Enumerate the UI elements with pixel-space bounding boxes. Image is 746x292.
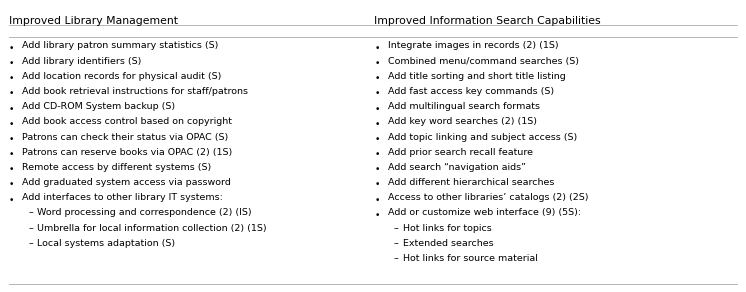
Text: •: •: [9, 105, 14, 114]
Text: •: •: [9, 150, 14, 159]
Text: Add or customize web interface (9) (5S):: Add or customize web interface (9) (5S):: [388, 208, 581, 218]
Text: Improved Library Management: Improved Library Management: [9, 16, 178, 26]
Text: •: •: [9, 74, 14, 83]
Text: Add graduated system access via password: Add graduated system access via password: [22, 178, 231, 187]
Text: •: •: [9, 165, 14, 174]
Text: •: •: [374, 196, 380, 205]
Text: •: •: [374, 89, 380, 98]
Text: •: •: [9, 135, 14, 144]
Text: –: –: [28, 208, 33, 218]
Text: –: –: [28, 239, 33, 248]
Text: Add fast access key commands (S): Add fast access key commands (S): [388, 87, 554, 96]
Text: Add key word searches (2) (1S): Add key word searches (2) (1S): [388, 117, 537, 126]
Text: •: •: [374, 74, 380, 83]
Text: Extended searches: Extended searches: [403, 239, 493, 248]
Text: Add search “navigation aids”: Add search “navigation aids”: [388, 163, 526, 172]
Text: Add prior search recall feature: Add prior search recall feature: [388, 148, 533, 157]
Text: •: •: [374, 120, 380, 129]
Text: Integrate images in records (2) (1S): Integrate images in records (2) (1S): [388, 41, 559, 51]
Text: Add library patron summary statistics (S): Add library patron summary statistics (S…: [22, 41, 219, 51]
Text: •: •: [374, 180, 380, 190]
Text: •: •: [374, 44, 380, 53]
Text: •: •: [9, 59, 14, 68]
Text: Add location records for physical audit (S): Add location records for physical audit …: [22, 72, 222, 81]
Text: –: –: [394, 224, 398, 233]
Text: Add book access control based on copyright: Add book access control based on copyrig…: [22, 117, 233, 126]
Text: Improved Information Search Capabilities: Improved Information Search Capabilities: [374, 16, 601, 26]
Text: Remote access by different systems (S): Remote access by different systems (S): [22, 163, 212, 172]
Text: Add CD-ROM System backup (S): Add CD-ROM System backup (S): [22, 102, 175, 111]
Text: •: •: [9, 196, 14, 205]
Text: •: •: [374, 59, 380, 68]
Text: Patrons can check their status via OPAC (S): Patrons can check their status via OPAC …: [22, 133, 228, 142]
Text: •: •: [374, 211, 380, 220]
Text: Umbrella for local information collection (2) (1S): Umbrella for local information collectio…: [37, 224, 267, 233]
Text: Hot links for source material: Hot links for source material: [403, 254, 538, 263]
Text: –: –: [394, 239, 398, 248]
Text: Add library identifiers (S): Add library identifiers (S): [22, 57, 142, 66]
Text: –: –: [28, 224, 33, 233]
Text: Add interfaces to other library IT systems:: Add interfaces to other library IT syste…: [22, 193, 223, 202]
Text: Add book retrieval instructions for staff/patrons: Add book retrieval instructions for staf…: [22, 87, 248, 96]
Text: Combined menu/command searches (S): Combined menu/command searches (S): [388, 57, 579, 66]
Text: •: •: [9, 44, 14, 53]
Text: Add different hierarchical searches: Add different hierarchical searches: [388, 178, 554, 187]
Text: Local systems adaptation (S): Local systems adaptation (S): [37, 239, 175, 248]
Text: –: –: [394, 254, 398, 263]
Text: •: •: [9, 89, 14, 98]
Text: Add multilingual search formats: Add multilingual search formats: [388, 102, 540, 111]
Text: •: •: [374, 165, 380, 174]
Text: Hot links for topics: Hot links for topics: [403, 224, 492, 233]
Text: •: •: [374, 150, 380, 159]
Text: •: •: [9, 120, 14, 129]
Text: Add topic linking and subject access (S): Add topic linking and subject access (S): [388, 133, 577, 142]
Text: •: •: [374, 135, 380, 144]
Text: Patrons can reserve books via OPAC (2) (1S): Patrons can reserve books via OPAC (2) (…: [22, 148, 233, 157]
Text: Access to other libraries’ catalogs (2) (2S): Access to other libraries’ catalogs (2) …: [388, 193, 589, 202]
Text: Add title sorting and short title listing: Add title sorting and short title listin…: [388, 72, 565, 81]
Text: Word processing and correspondence (2) (IS): Word processing and correspondence (2) (…: [37, 208, 252, 218]
Text: •: •: [374, 105, 380, 114]
Text: •: •: [9, 180, 14, 190]
